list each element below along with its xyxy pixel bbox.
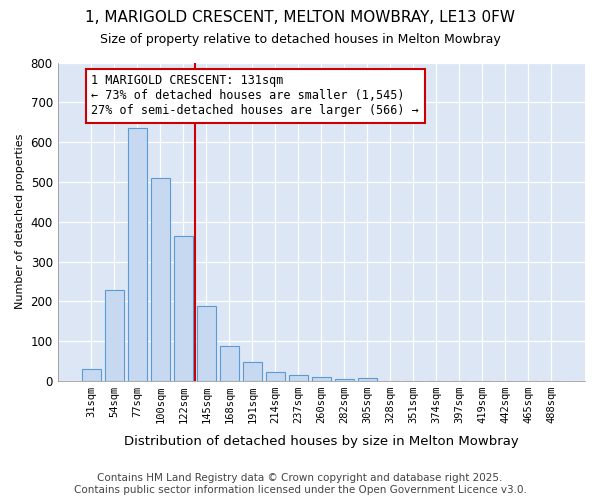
- Bar: [266, 372, 285, 381]
- Bar: [335, 379, 354, 381]
- Bar: [289, 375, 308, 381]
- Text: Size of property relative to detached houses in Melton Mowbray: Size of property relative to detached ho…: [100, 32, 500, 46]
- Bar: [197, 306, 216, 381]
- Text: 1 MARIGOLD CRESCENT: 131sqm
← 73% of detached houses are smaller (1,545)
27% of : 1 MARIGOLD CRESCENT: 131sqm ← 73% of det…: [91, 74, 419, 118]
- Text: Contains HM Land Registry data © Crown copyright and database right 2025.
Contai: Contains HM Land Registry data © Crown c…: [74, 474, 526, 495]
- Bar: [128, 128, 147, 381]
- Bar: [151, 178, 170, 381]
- X-axis label: Distribution of detached houses by size in Melton Mowbray: Distribution of detached houses by size …: [124, 434, 519, 448]
- Bar: [311, 377, 331, 381]
- Bar: [173, 236, 193, 381]
- Bar: [82, 369, 101, 381]
- Bar: [220, 346, 239, 381]
- Y-axis label: Number of detached properties: Number of detached properties: [15, 134, 25, 310]
- Bar: [242, 362, 262, 381]
- Bar: [104, 290, 124, 381]
- Bar: [358, 378, 377, 381]
- Text: 1, MARIGOLD CRESCENT, MELTON MOWBRAY, LE13 0FW: 1, MARIGOLD CRESCENT, MELTON MOWBRAY, LE…: [85, 10, 515, 25]
